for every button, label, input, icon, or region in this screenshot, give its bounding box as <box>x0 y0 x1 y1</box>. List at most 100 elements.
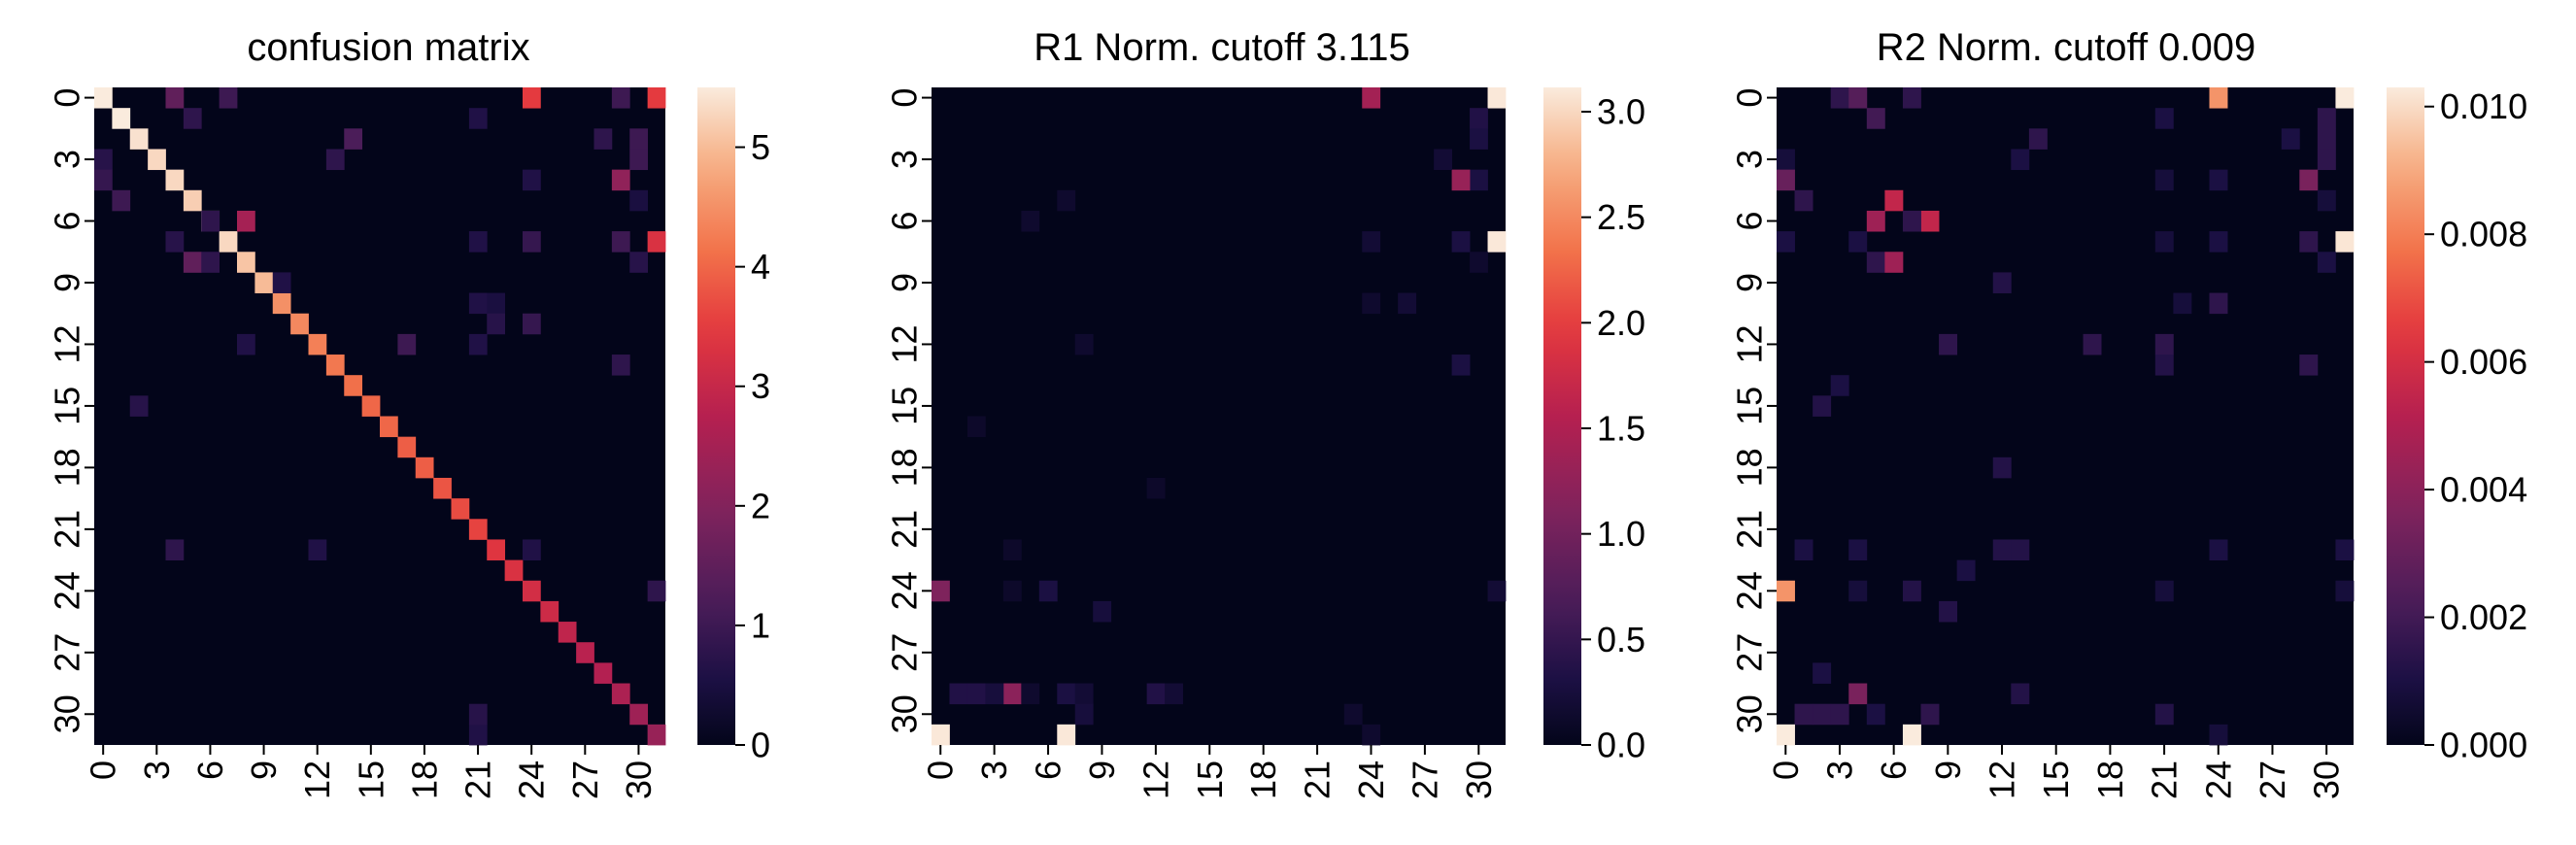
heatmap-cell <box>2154 231 2174 253</box>
heatmap-cell <box>523 169 541 191</box>
colorbar-tick-label: 3 <box>751 366 770 406</box>
heatmap-cell <box>308 333 327 355</box>
heatmap-cell <box>2154 108 2174 129</box>
heatmap-cell <box>1470 128 1488 150</box>
y-axis: 0 3 6 9 12 15 18 21 24 27 30 <box>885 88 932 733</box>
heatmap-cell <box>1902 580 1921 602</box>
x-tick-label: 15 <box>2036 760 2076 799</box>
heatmap-cell <box>1956 559 1976 582</box>
heatmap-cell <box>647 724 666 746</box>
y-tick-label: 24 <box>1730 571 1770 610</box>
x-tick-label: 24 <box>512 760 552 799</box>
x-tick-label: 3 <box>137 760 177 780</box>
colorbar-tick-label: 0 <box>751 726 770 765</box>
heatmap-cell <box>1777 580 1795 602</box>
x-tick-label: 9 <box>244 760 284 780</box>
heatmap-cell <box>1794 539 1813 560</box>
x-tick-label: 6 <box>190 760 230 780</box>
heatmap-cell <box>611 231 630 253</box>
x-tick-label: 18 <box>2090 760 2130 799</box>
colorbar-tick-label: 2.5 <box>1597 197 1645 237</box>
heatmap-cell <box>94 169 113 191</box>
heatmap-cell <box>1362 87 1381 109</box>
colorbar-tick-label: 0.006 <box>2440 342 2527 382</box>
heatmap-cell <box>397 436 417 458</box>
heatmap-cell <box>112 189 131 212</box>
x-tick-label: 0 <box>1766 760 1806 780</box>
y-tick-label: 3 <box>48 150 87 169</box>
colorbar-tick-label: 2.0 <box>1597 303 1645 343</box>
heatmap-cell <box>272 292 291 315</box>
heatmap-cell <box>325 149 345 171</box>
heatmap <box>94 87 666 746</box>
heatmap-cell <box>165 169 185 191</box>
x-tick-label: 30 <box>619 760 659 799</box>
y-tick-label: 3 <box>885 150 925 169</box>
x-tick-label: 27 <box>565 760 605 799</box>
heatmap-cell <box>1813 662 1832 684</box>
heatmap-cell <box>611 683 630 705</box>
heatmap-cell <box>397 333 417 355</box>
heatmap-cell <box>1920 703 1940 726</box>
heatmap-cell <box>1074 683 1094 705</box>
heatmap-cell <box>2335 87 2355 109</box>
heatmap-cell <box>1487 87 1507 109</box>
colorbar-tick-label: 0.004 <box>2440 470 2527 510</box>
panel-title: confusion matrix <box>247 26 529 69</box>
heatmap-cell <box>129 395 149 417</box>
heatmap-cell <box>2317 149 2336 171</box>
heatmap-cell <box>165 539 185 560</box>
heatmap-cell <box>2317 128 2336 150</box>
x-tick-label: 30 <box>1459 760 1499 799</box>
heatmap-cell <box>1398 292 1417 315</box>
heatmap-cell <box>629 703 649 726</box>
heatmap-cell <box>1002 580 1022 602</box>
heatmap-cell <box>94 149 113 171</box>
heatmap-cell <box>2154 333 2174 355</box>
y-tick-label: 0 <box>48 88 87 108</box>
x-tick-label: 21 <box>458 760 498 799</box>
x-tick-label: 6 <box>1029 760 1068 780</box>
heatmap-cell <box>1848 580 1868 602</box>
heatmap-cell <box>1434 149 1452 171</box>
heatmap-cell <box>2335 539 2355 560</box>
heatmap-cell <box>1848 683 1868 705</box>
y-tick-label: 21 <box>1730 510 1770 549</box>
heatmap-cell <box>1939 333 1958 355</box>
heatmap-cell <box>237 252 255 273</box>
heatmap-cell <box>576 642 594 663</box>
heatmap-cell <box>325 355 345 376</box>
heatmap-cell <box>629 149 649 171</box>
heatmap-cell <box>2209 292 2228 315</box>
heatmap-cell <box>2083 333 2102 355</box>
heatmap-cell <box>2028 128 2048 150</box>
heatmap-cell <box>1794 189 1813 212</box>
heatmap <box>1777 87 2355 746</box>
x-tick-label: 3 <box>974 760 1014 780</box>
heatmap-cell <box>2317 189 2336 212</box>
heatmap-cell <box>1074 703 1094 726</box>
heatmap-cell <box>2011 149 2030 171</box>
heatmap-cell <box>468 519 488 540</box>
x-tick-label: 3 <box>1820 760 1860 780</box>
heatmap-cell <box>2299 355 2319 376</box>
heatmap-cell <box>468 231 488 253</box>
heatmap-cell <box>1866 703 1885 726</box>
y-axis: 0 3 6 9 12 15 18 21 24 27 30 <box>1730 88 1777 733</box>
y-tick-label: 18 <box>1730 448 1770 487</box>
y-tick-label: 21 <box>48 510 87 549</box>
heatmap-cell <box>2209 169 2228 191</box>
heatmap-cell <box>593 662 613 684</box>
heatmap-cell <box>1451 169 1471 191</box>
heatmap-cell <box>540 600 559 623</box>
colorbar-tick-label: 1.5 <box>1597 408 1645 448</box>
panel-confusion-matrix: confusion matrix 0 3 6 9 12 15 18 21 24 27 30 0369… <box>48 26 771 799</box>
heatmap-cell <box>148 149 166 171</box>
panel-r1-norm: R1 Norm. cutoff 3.115 0 3 6 9 12 15 18 21 24 27 30… <box>885 26 1646 799</box>
x-tick-label: 21 <box>2145 760 2185 799</box>
heatmap-cell <box>1848 231 1868 253</box>
y-tick-label: 21 <box>885 510 925 549</box>
heatmap-cell <box>647 87 666 109</box>
heatmap-cell <box>361 395 381 417</box>
y-tick-label: 0 <box>1730 88 1770 108</box>
